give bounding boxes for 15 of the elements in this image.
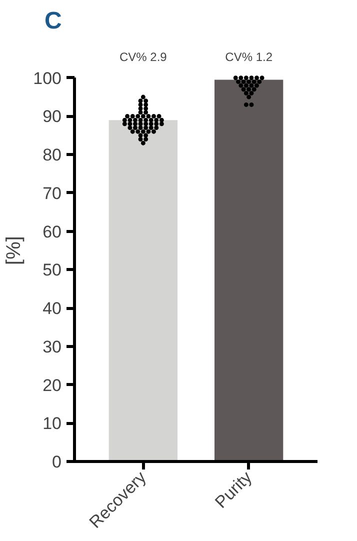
y-tick-label: 20 bbox=[42, 376, 62, 395]
text: CV% 2.9 bbox=[119, 50, 168, 64]
y-tick-label: 90 bbox=[42, 107, 62, 126]
y-tick-label: 10 bbox=[42, 414, 62, 434]
y-tick-label: 80 bbox=[42, 146, 62, 165]
y-tick-label: 70 bbox=[42, 184, 62, 203]
y-tick-label: 60 bbox=[42, 222, 62, 242]
text: CV% 1.2 bbox=[225, 50, 273, 64]
y-axis-title: [%] bbox=[3, 236, 26, 265]
y-tick-label: 30 bbox=[42, 337, 62, 356]
y-tick-label: 40 bbox=[42, 299, 62, 318]
y-tick-label: 0 bbox=[52, 452, 62, 472]
y-tick-label: 50 bbox=[42, 260, 62, 280]
chart-title: C bbox=[44, 8, 62, 34]
y-tick-label: 100 bbox=[33, 68, 62, 88]
